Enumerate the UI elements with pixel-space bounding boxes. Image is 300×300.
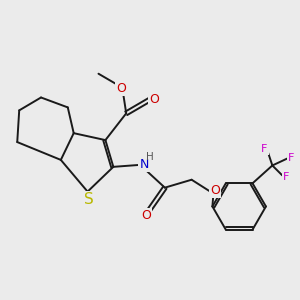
Text: O: O bbox=[149, 93, 159, 106]
Text: O: O bbox=[211, 184, 220, 197]
Text: O: O bbox=[141, 209, 151, 222]
Text: F: F bbox=[261, 144, 268, 154]
Text: N: N bbox=[140, 158, 149, 171]
Text: S: S bbox=[84, 192, 93, 207]
Text: O: O bbox=[116, 82, 126, 95]
Text: F: F bbox=[283, 172, 290, 182]
Text: F: F bbox=[288, 152, 294, 163]
Text: H: H bbox=[146, 152, 154, 162]
